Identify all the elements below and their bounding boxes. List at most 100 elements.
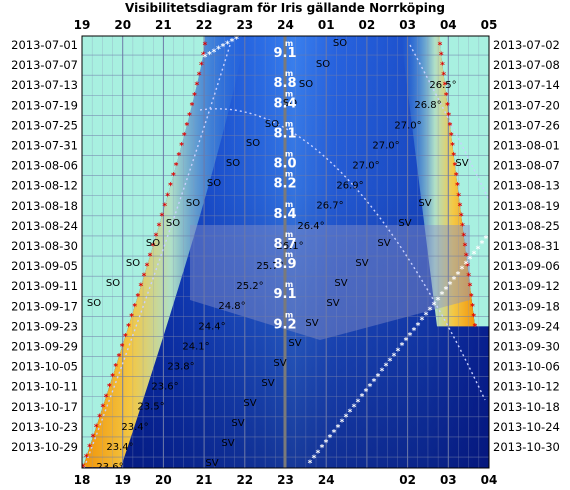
sv-label: SV bbox=[398, 218, 411, 229]
bottom-hour-label: 18 bbox=[74, 473, 91, 487]
sunset-marker: * bbox=[203, 41, 208, 51]
right-date-label: 2013-08-01 bbox=[493, 139, 560, 153]
right-date-label: 2013-09-12 bbox=[493, 279, 560, 293]
sunset-marker: * bbox=[94, 423, 99, 433]
sv-label: SV bbox=[334, 278, 347, 289]
top-hour-label: 23 bbox=[236, 18, 253, 32]
magnitude-label: 8.2 bbox=[273, 177, 296, 192]
sunset-marker: * bbox=[87, 443, 92, 453]
altitude-label: 27.0° bbox=[372, 140, 399, 151]
moon-marker: * bbox=[424, 311, 429, 321]
sunrise-marker: * bbox=[468, 282, 473, 292]
altitude-label: 24.1° bbox=[182, 341, 209, 352]
moon-marker: * bbox=[239, 32, 244, 42]
left-date-label: 2013-07-19 bbox=[11, 98, 78, 112]
left-date-label: 2013-09-17 bbox=[11, 299, 78, 313]
sunrise-marker: * bbox=[453, 162, 458, 172]
moon-marker: * bbox=[416, 321, 421, 331]
right-date-label: 2013-09-30 bbox=[493, 340, 560, 354]
altitude-label: 26.9° bbox=[336, 181, 363, 192]
sunrise-marker: * bbox=[454, 172, 459, 182]
sunrise-marker: * bbox=[459, 212, 464, 222]
sunset-marker: * bbox=[81, 463, 86, 473]
moon-marker: * bbox=[356, 398, 361, 408]
sv-label: SV bbox=[288, 338, 301, 349]
sunrise-marker: * bbox=[465, 262, 470, 272]
moon-marker: * bbox=[360, 393, 365, 403]
bottom-hour-labels: 18 19 20 21 22 23 24 02 03 04 bbox=[74, 473, 498, 487]
moon-marker: * bbox=[376, 372, 381, 382]
moon-track-lower: ****************************************… bbox=[308, 235, 489, 469]
magnitude-label: 8.8 bbox=[273, 76, 296, 91]
magnitude-label: 8.4 bbox=[273, 207, 296, 222]
moon-marker: * bbox=[472, 250, 477, 260]
sunset-marker: * bbox=[177, 152, 182, 162]
sunset-marker: * bbox=[154, 232, 159, 242]
so-label: SO bbox=[146, 238, 160, 249]
sunset-marker: * bbox=[182, 131, 187, 141]
sv-label: SV bbox=[355, 258, 368, 269]
sunrise-markers: ***************************** bbox=[438, 41, 478, 332]
so-label: SO bbox=[207, 178, 221, 189]
right-date-label: 2013-07-02 bbox=[493, 38, 560, 52]
sunset-marker: * bbox=[192, 91, 197, 101]
right-date-label: 2013-09-18 bbox=[493, 299, 560, 313]
moon-marker: * bbox=[320, 444, 325, 454]
left-date-label: 2013-07-07 bbox=[11, 58, 78, 72]
vertical-grid bbox=[82, 36, 489, 468]
top-hour-label: 01 bbox=[318, 18, 335, 32]
moon-marker: * bbox=[308, 459, 313, 469]
bottom-hour-label: 02 bbox=[399, 473, 416, 487]
left-date-label: 2013-10-23 bbox=[11, 420, 78, 434]
magnitude-unit: m bbox=[285, 230, 293, 239]
sunset-marker: * bbox=[165, 192, 170, 202]
sunset-marker: * bbox=[120, 343, 125, 353]
moon-marker: * bbox=[332, 428, 337, 438]
right-date-label: 2013-10-18 bbox=[493, 400, 560, 414]
sunrise-marker: * bbox=[449, 131, 454, 141]
bottom-hour-label: 20 bbox=[155, 473, 172, 487]
sunset-marker: * bbox=[157, 222, 162, 232]
magnitude-unit: m bbox=[285, 170, 293, 179]
right-twilight bbox=[402, 36, 475, 327]
moon-marker: * bbox=[352, 403, 357, 413]
moon-marker: * bbox=[368, 383, 373, 393]
sunset-marker: * bbox=[171, 172, 176, 182]
moon-marker: * bbox=[230, 37, 235, 47]
so-label: SO bbox=[265, 119, 279, 130]
sunrise-marker: * bbox=[455, 182, 460, 192]
magnitude-unit: m bbox=[285, 69, 293, 78]
right-date-labels: 2013-07-02 2013-07-08 2013-07-14 2013-07-20… bbox=[493, 38, 560, 454]
sunrise-marker: * bbox=[451, 152, 456, 162]
sunrise-marker: * bbox=[466, 272, 471, 282]
magnitude-unit: m bbox=[285, 119, 293, 128]
moon-marker: * bbox=[336, 423, 341, 433]
altitude-label: 26.5° bbox=[429, 80, 456, 91]
left-date-label: 2013-07-31 bbox=[11, 139, 78, 153]
so-label: SO bbox=[87, 298, 101, 309]
sv-label: SV bbox=[243, 398, 256, 409]
left-date-label: 2013-07-13 bbox=[11, 78, 78, 92]
sunset-marker: * bbox=[145, 262, 150, 272]
sunrise-marker: * bbox=[443, 81, 448, 91]
left-date-label: 2013-08-12 bbox=[11, 179, 78, 193]
moon-marker: * bbox=[452, 275, 457, 285]
sunset-marker: * bbox=[174, 162, 179, 172]
sunrise-marker: * bbox=[458, 202, 463, 212]
sunset-marker: * bbox=[187, 111, 192, 121]
sunrise-marker: * bbox=[444, 91, 449, 101]
altitude-arc-left bbox=[83, 44, 231, 468]
top-hour-label: 19 bbox=[74, 18, 91, 32]
moon-track-upper: * * * * * * * * * bbox=[203, 32, 244, 63]
altitude-label: 23.5° bbox=[137, 402, 164, 413]
sunrise-marker: * bbox=[461, 232, 466, 242]
sunset-marker: * bbox=[168, 182, 173, 192]
top-hour-label: 22 bbox=[196, 18, 213, 32]
moon-marker: * bbox=[372, 377, 377, 387]
altitude-label: 24.4° bbox=[198, 321, 225, 332]
chart-title: Visibilitetsdiagram för Iris gällande No… bbox=[125, 1, 445, 15]
right-date-label: 2013-09-24 bbox=[493, 319, 560, 333]
moon-marker: * bbox=[464, 260, 469, 270]
sunrise-marker: * bbox=[441, 71, 446, 81]
